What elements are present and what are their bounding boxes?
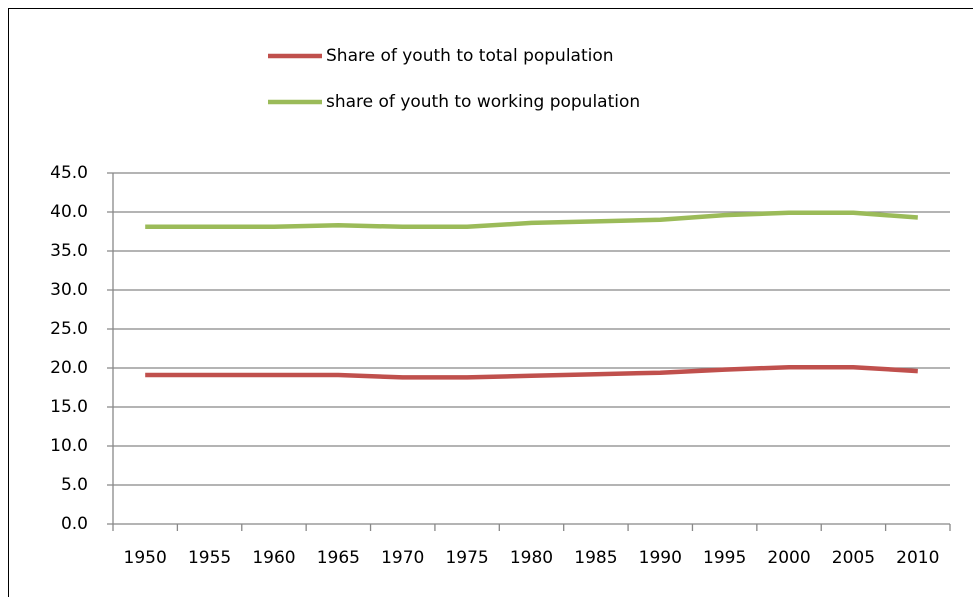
x-tick-label: 1995 (703, 548, 746, 568)
y-tick-label: 5.0 (61, 475, 88, 495)
x-tick-label: 2005 (832, 548, 875, 568)
legend-label: share of youth to working population (326, 92, 640, 112)
x-tick-label: 1975 (445, 548, 488, 568)
y-tick-label: 15.0 (50, 397, 88, 417)
x-tick-label: 1955 (188, 548, 231, 568)
x-tick-label: 1965 (317, 548, 360, 568)
x-tick-label: 1985 (574, 548, 617, 568)
x-tick-label: 1970 (381, 548, 424, 568)
y-tick-label: 35.0 (50, 241, 88, 261)
y-tick-label: 25.0 (50, 319, 88, 339)
y-tick-label: 20.0 (50, 358, 88, 378)
x-tick-label: 1980 (510, 548, 553, 568)
x-tick-label: 1990 (639, 548, 682, 568)
y-tick-label: 0.0 (61, 514, 88, 534)
y-tick-label: 30.0 (50, 280, 88, 300)
y-tick-label: 45.0 (50, 163, 88, 183)
x-tick-label: 2000 (767, 548, 810, 568)
x-tick-label: 1950 (124, 548, 167, 568)
x-tick-label: 1960 (252, 548, 295, 568)
y-tick-label: 10.0 (50, 436, 88, 456)
x-tick-label: 2010 (896, 548, 939, 568)
legend-label: Share of youth to total population (326, 46, 614, 66)
y-tick-label: 40.0 (50, 202, 88, 222)
